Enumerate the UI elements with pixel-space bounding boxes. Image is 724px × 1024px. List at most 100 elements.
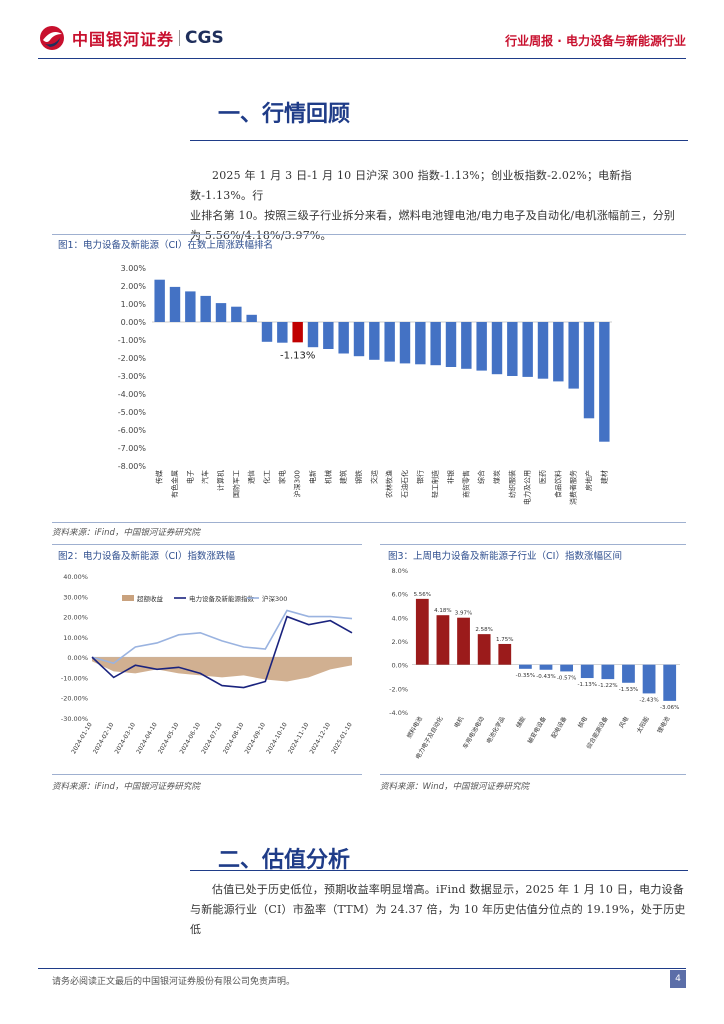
market-review-paragraph: 2025 年 1 月 3 日-1 月 10 日沪深 300 指数-1.13%；创… (190, 166, 688, 246)
figure-divider (52, 544, 362, 545)
x-tick-label: 输变电设备 (526, 715, 548, 745)
power-equipment-index-line (91, 615, 353, 689)
y-tick-label: 3.00% (121, 264, 147, 273)
y-tick-label: -2.0% (389, 685, 408, 693)
data-label: 5.56% (414, 592, 431, 598)
bar (539, 664, 553, 670)
x-tick-label: 计算机 (216, 470, 225, 491)
y-tick-label: 10.00% (63, 634, 88, 642)
y-tick-label: -6.00% (118, 426, 147, 435)
galaxy-logo-icon (40, 26, 64, 50)
x-tick-label: 储能 (514, 715, 527, 729)
bar (507, 322, 518, 376)
x-tick-label: 2024-01-10 (70, 721, 94, 755)
bar (369, 322, 380, 360)
x-tick-label: 电力及公用 (523, 470, 532, 505)
data-label: -1.22% (598, 683, 617, 689)
figure-2-area-chart: 40.00% 30.00% 20.00% 10.00% 0.00% -10.00% -20.… (61, 573, 354, 755)
bar (415, 322, 426, 365)
x-tick-label: 2024-11-10 (287, 721, 311, 755)
x-tick-label: 2024-08-10 (222, 721, 246, 755)
x-tick-label: 电机 (452, 715, 465, 729)
x-tick-label: 建筑 (339, 470, 348, 484)
figure-1-title: 图1：电力设备及新能源（CI）在数上周涨跌幅排名 (58, 240, 273, 251)
bar (231, 306, 242, 322)
y-tick-label: -10.00% (61, 674, 88, 682)
header-divider (38, 58, 686, 59)
bar (436, 615, 450, 665)
section-title-market-review: 一、行情回顾 (218, 101, 351, 127)
data-label: -0.57% (557, 675, 576, 681)
data-label: 2.58% (475, 627, 492, 633)
x-tick-label: 汽车 (201, 470, 210, 484)
y-tick-label: -4.0% (389, 709, 408, 717)
bar (601, 664, 615, 680)
x-tick-label: 纺织服装 (507, 470, 516, 498)
x-tick-label: 太阳能 (635, 715, 651, 735)
legend-label: 超额收益 (137, 594, 164, 603)
x-tick-label: 房地产 (584, 470, 593, 491)
figure-divider (52, 522, 686, 523)
bar (560, 664, 574, 672)
y-tick-label: -8.00% (118, 462, 147, 471)
bar (215, 303, 227, 322)
y-tick-label: 30.00% (63, 593, 88, 601)
highlight-data-label: -1.13% (280, 350, 315, 361)
y-tick-label: -5.00% (118, 408, 147, 417)
x-tick-label: 石油石化 (400, 470, 409, 498)
legend-swatch (122, 595, 134, 601)
bar (663, 664, 677, 701)
x-tick-label: 轻工制造 (431, 470, 440, 498)
x-tick-label: 综合能源设备 (585, 715, 610, 750)
x-tick-label: 配电设备 (549, 715, 568, 740)
hs300-line (91, 609, 353, 665)
bar (169, 286, 181, 322)
x-tick-label: 综合 (477, 470, 486, 484)
x-tick-label: 家电 (277, 470, 286, 484)
x-tick-label: 2024-06-10 (179, 721, 203, 755)
y-tick-label: 2.0% (391, 638, 408, 646)
bar (445, 322, 457, 367)
figure-divider (52, 234, 686, 235)
bar (568, 322, 579, 389)
x-tick-label: 电池化学品 (485, 715, 507, 745)
paragraph-line: 与新能源行业（CI）市盈率（TTM）为 24.37 倍，为 10 年历史估值分位… (190, 903, 686, 936)
bar (642, 664, 656, 694)
x-tick-label: 医药 (538, 470, 547, 484)
x-tick-label: 传媒 (155, 470, 164, 484)
y-tick-label: 20.00% (63, 614, 88, 622)
legend-label: 电力设备及新能源指数 (189, 594, 255, 603)
x-tick-label: 钢铁 (354, 470, 363, 484)
y-tick-label: -2.00% (118, 354, 147, 363)
x-tick-label: 锂电池 (655, 715, 671, 735)
x-tick-label: 银行 (415, 470, 424, 484)
x-tick-label: 有色金属 (170, 470, 179, 498)
bar (277, 322, 288, 343)
x-tick-label: 国防军工 (231, 470, 240, 498)
data-label: -0.35% (516, 673, 535, 679)
x-tick-label: 2024-02-10 (92, 721, 116, 755)
x-tick-label: 2024-12-10 (309, 721, 333, 755)
bar (323, 322, 334, 349)
x-tick-label: 2024-05-10 (157, 721, 181, 755)
x-tick-label: 2024-09-10 (244, 721, 268, 755)
figure-3-title: 图3：上周电力设备及新能源子行业（CI）指数涨幅区间 (388, 551, 622, 562)
logo-text-en: CGS (185, 28, 224, 48)
data-label: 1.75% (496, 637, 513, 643)
bar (399, 322, 411, 364)
data-label: -1.13% (577, 682, 596, 688)
x-tick-label: 非银 (446, 470, 455, 484)
x-tick-label: 机械 (323, 470, 332, 484)
y-tick-label: -20.00% (61, 695, 88, 703)
figure-divider (52, 774, 362, 775)
y-tick-label: -7.00% (118, 444, 147, 453)
figure-2-title: 图2：电力设备及新能源（CI）指数涨跌幅 (58, 551, 235, 562)
x-tick-label: 沪深300 (293, 470, 302, 497)
bar (583, 322, 595, 419)
bar (580, 664, 594, 679)
bar (154, 279, 165, 322)
y-tick-label: 0.0% (391, 662, 408, 670)
section-divider (190, 140, 688, 141)
x-tick-label: 2024-03-10 (114, 721, 138, 755)
bar (353, 322, 365, 357)
